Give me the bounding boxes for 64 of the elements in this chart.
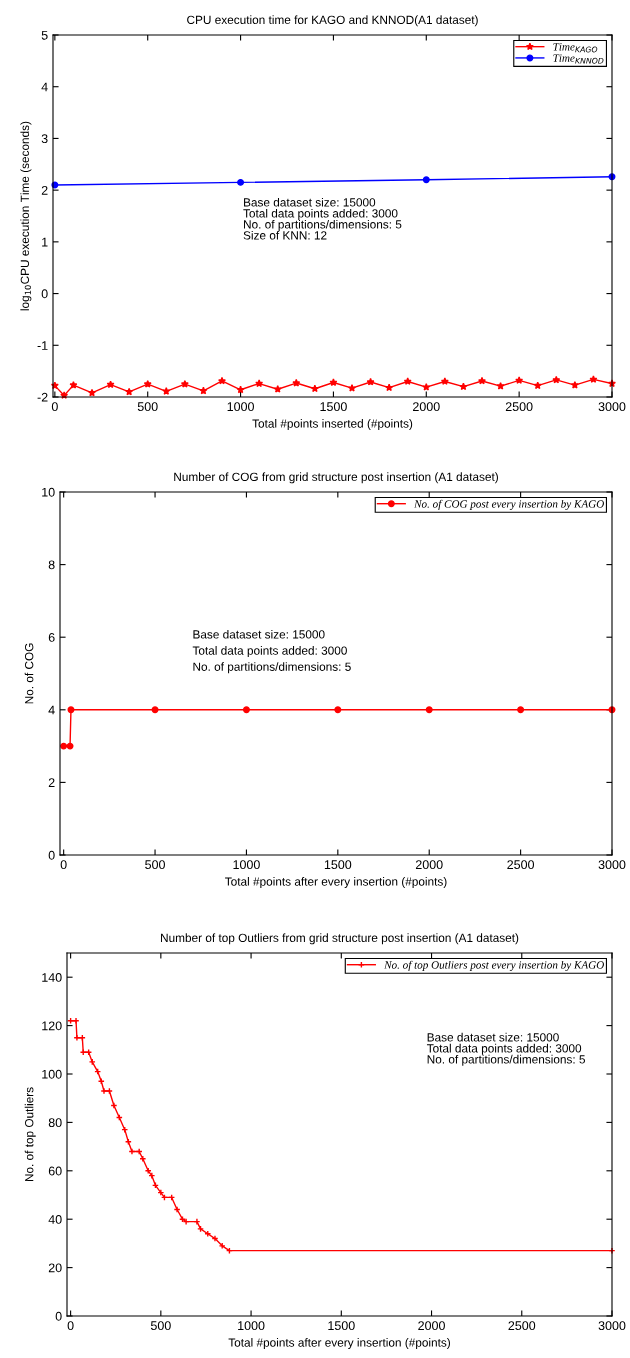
y-tick-label: 20 (48, 1263, 62, 1273)
x-tick-label: 1500 (324, 860, 352, 870)
chart-title: Number of COG from grid structure post insertion (A1 dataset) (174, 472, 498, 484)
y-tick-label: 60 (48, 1166, 62, 1176)
y-tick-label: -1 (37, 341, 48, 350)
y-tick-label: 120 (42, 1021, 62, 1031)
annotation: Size of KNN: 12 (243, 230, 327, 240)
x-tick-label: 1000 (227, 402, 254, 412)
annotation: No. of partitions/dimensions: 5 (244, 219, 402, 231)
y-tick-label: 3 (41, 134, 48, 144)
y-tick-label: 0 (48, 850, 55, 860)
y-tick-label: 2 (41, 185, 48, 195)
x-tick-label: 1000 (238, 1321, 265, 1331)
y-axis-title: No. of COG (24, 643, 34, 704)
y-tick-label: 0 (41, 289, 48, 299)
y-axis-title: log$_{10}$CPU execution Time (seconds) (20, 121, 32, 311)
x-tick-label: 1000 (233, 860, 260, 870)
annotation: Base dataset size: 15000 (193, 629, 325, 639)
annotation: Base dataset size: 15000 (427, 1032, 559, 1042)
annotation: Base dataset size: 15000 (244, 197, 376, 207)
x-tick-label: 2000 (418, 1321, 445, 1331)
x-tick-label: 2500 (507, 860, 535, 870)
y-tick-label: 4 (41, 82, 48, 92)
legend-label: Time$_{KAGO}$ (553, 43, 598, 53)
x-axis-title: Total #points after every insertion (#points) (228, 1338, 450, 1350)
x-tick-label: 500 (145, 860, 165, 870)
x-tick-label: 1500 (320, 402, 347, 412)
annotation: Total data points added: 3000 (243, 208, 398, 220)
x-tick-label: 500 (137, 402, 158, 412)
x-tick-label: 2500 (505, 402, 533, 412)
y-tick-label: 4 (48, 705, 55, 715)
x-tick-label: 3000 (598, 402, 626, 412)
legend-label: No. of COG post every insertion by KAGO (414, 499, 604, 510)
x-tick-label: 3000 (598, 1321, 626, 1331)
x-tick-label: 2000 (415, 860, 443, 870)
y-tick-label: 10 (42, 487, 55, 497)
annotation: Total data points added: 3000 (426, 1043, 582, 1055)
y-tick-label: 140 (42, 973, 62, 982)
x-tick-label: 2500 (508, 1321, 536, 1331)
chart-title: CPU execution time for KAGO and KNNOD(A1 dataset) (187, 15, 478, 27)
legend-label: No. of top Outliers post every insertion by KAGO (384, 960, 604, 971)
y-tick-label: -2 (37, 392, 48, 402)
y-tick-label: 40 (48, 1215, 62, 1224)
y-tick-label: 5 (41, 30, 48, 40)
legend-label: Time$_{KNNOD}$ (553, 54, 604, 64)
x-tick-label: 500 (150, 1321, 171, 1331)
x-tick-label: 0 (67, 1321, 74, 1331)
annotation: Total data points added: 3000 (192, 646, 347, 658)
x-axis-title: Total #points after every insertion (#points) (225, 877, 447, 889)
y-tick-label: 0 (55, 1311, 62, 1321)
x-axis-title: Total #points inserted (#points) (252, 419, 413, 431)
y-tick-label: 1 (42, 237, 48, 247)
y-tick-label: 80 (48, 1118, 62, 1128)
y-axis-title: No. of top Outliers (24, 1087, 36, 1182)
y-tick-label: 100 (42, 1069, 62, 1079)
annotation: No. of partitions/dimensions: 5 (427, 1054, 585, 1066)
x-tick-label: 1500 (328, 1321, 355, 1331)
annotation: No. of partitions/dimensions: 5 (193, 662, 351, 674)
y-tick-label: 6 (48, 633, 55, 642)
y-tick-label: 2 (48, 778, 55, 787)
x-tick-label: 3000 (598, 860, 626, 870)
x-tick-label: 2000 (413, 402, 440, 412)
y-tick-label: 8 (48, 560, 55, 570)
chart-title: Number of top Outliers from grid structure post insertion (A1 dataset) (161, 933, 519, 945)
